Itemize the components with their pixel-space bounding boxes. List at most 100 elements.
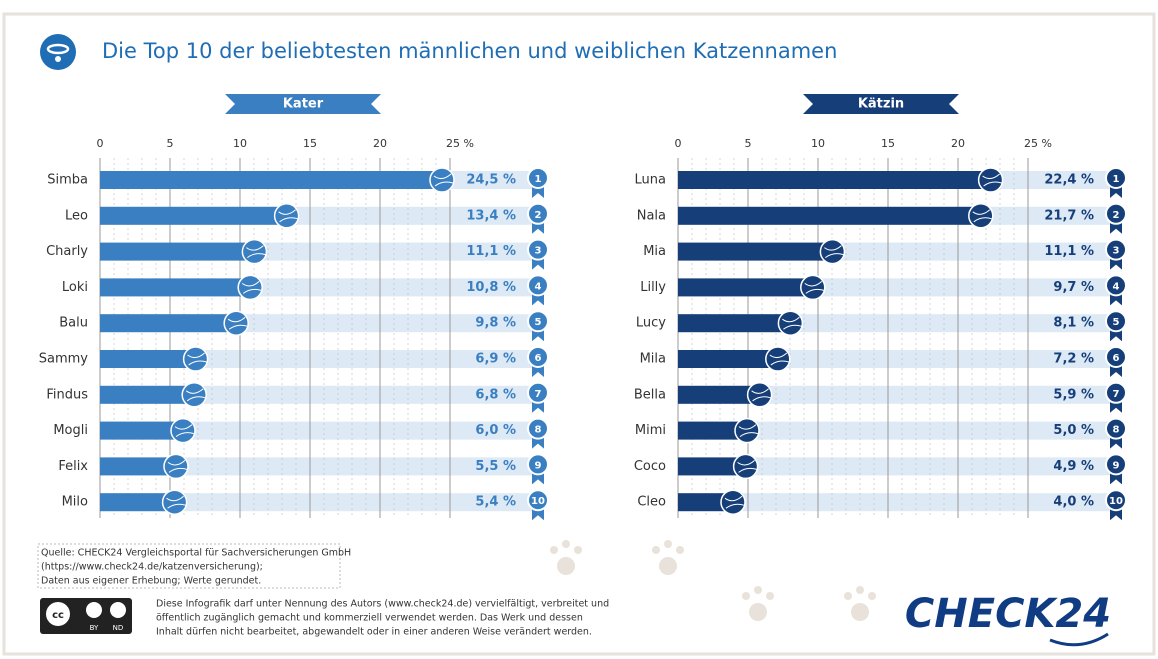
rank-label: 2 <box>535 210 542 221</box>
paw <box>652 546 660 554</box>
bar <box>678 207 982 225</box>
paw <box>562 540 570 548</box>
rank-label: 5 <box>535 317 542 328</box>
category-label: Findus <box>46 387 88 402</box>
rank-label: 8 <box>535 425 542 436</box>
category-label: Cleo <box>637 495 666 510</box>
value-label: 11,1 % <box>466 244 516 259</box>
x-tick-label: 25 % <box>1024 137 1052 150</box>
rank-label: 7 <box>535 389 542 400</box>
page-title: Die Top 10 der beliebtesten männlichen u… <box>102 39 837 63</box>
x-tick-label: 10 <box>811 137 825 150</box>
license-line: öffentlich zugänglich gemacht und kommer… <box>156 613 583 624</box>
value-label: 7,2 % <box>1053 352 1094 367</box>
license-line: Diese Infografik darf unter Nennung des … <box>156 599 609 610</box>
rank-label: 2 <box>1113 210 1120 221</box>
source-line: Quelle: CHECK24 Vergleichsportal für Sac… <box>41 548 351 559</box>
paw <box>754 586 762 594</box>
value-label: 9,8 % <box>475 316 516 331</box>
paw <box>550 546 558 554</box>
value-label: 13,4 % <box>466 208 516 223</box>
bar <box>678 314 791 332</box>
paw <box>766 592 774 600</box>
value-label: 21,7 % <box>1044 208 1094 223</box>
category-label: Bella <box>634 387 666 402</box>
value-label: 5,4 % <box>475 495 516 510</box>
paw <box>856 586 864 594</box>
value-label: 4,9 % <box>1053 459 1094 474</box>
yarn-ball <box>164 454 188 478</box>
value-label: 24,5 % <box>466 173 516 188</box>
value-label: 8,1 % <box>1053 316 1094 331</box>
paw <box>659 557 677 575</box>
source-line: Daten aus eigener Erhebung; Werte gerund… <box>41 576 261 587</box>
category-label: Charly <box>46 244 88 259</box>
bar <box>100 171 443 189</box>
rank-label: 3 <box>535 246 542 257</box>
nd-circle <box>110 602 126 618</box>
category-label: Mila <box>640 352 666 367</box>
paw <box>742 592 750 600</box>
category-label: Mimi <box>635 423 666 438</box>
rank-label: 10 <box>1109 496 1123 507</box>
rank-label: 6 <box>535 353 542 364</box>
category-label: Balu <box>59 316 88 331</box>
rank-label: 4 <box>1113 281 1120 292</box>
cc-label: BY <box>90 624 99 632</box>
yarn-ball <box>735 419 759 443</box>
value-label: 10,8 % <box>466 280 516 295</box>
category-label: Lilly <box>640 280 666 295</box>
yarn-ball <box>182 383 206 407</box>
yarn-ball <box>820 240 844 264</box>
bar <box>678 171 992 189</box>
paw <box>664 540 672 548</box>
bar <box>678 243 833 261</box>
rank-label: 8 <box>1113 425 1120 436</box>
rank-label: 4 <box>535 281 542 292</box>
bar <box>678 350 779 368</box>
paw <box>868 592 876 600</box>
infographic: Die Top 10 der beliebtesten männlichen u… <box>0 0 1158 659</box>
yarn-ball <box>238 275 262 299</box>
logo: CHECK24 <box>905 591 1111 637</box>
paw <box>574 546 582 554</box>
category-label: Nala <box>637 208 666 223</box>
x-tick-label: 20 <box>951 137 965 150</box>
category-label: Sammy <box>39 352 89 367</box>
cc-badge: cc BY ND <box>40 598 132 634</box>
banner-title: Kater <box>283 97 324 112</box>
cc-label: ND <box>113 624 124 632</box>
x-tick-label: 0 <box>675 137 682 150</box>
rank-label: 5 <box>1113 317 1120 328</box>
value-label: 11,1 % <box>1044 244 1094 259</box>
category-label: Leo <box>65 208 88 223</box>
rank-label: 9 <box>1113 460 1120 471</box>
cc-mark: cc <box>52 610 64 621</box>
x-tick-label: 20 <box>373 137 387 150</box>
x-tick-label: 15 <box>303 137 317 150</box>
collar-tag <box>55 56 61 62</box>
category-label: Lucy <box>636 316 666 331</box>
bar <box>100 243 255 261</box>
rank-label: 7 <box>1113 389 1120 400</box>
bar <box>100 207 288 225</box>
banner-title: Kätzin <box>858 97 904 112</box>
bar <box>100 350 197 368</box>
x-tick-label: 10 <box>233 137 247 150</box>
yarn-ball <box>430 168 454 192</box>
paw <box>676 546 684 554</box>
x-tick-label: 0 <box>97 137 104 150</box>
yarn-ball <box>766 347 790 371</box>
category-label: Mia <box>643 244 666 259</box>
rank-label: 1 <box>1113 174 1120 185</box>
yarn-ball <box>969 204 993 228</box>
paw <box>844 592 852 600</box>
x-tick-label: 5 <box>745 137 752 150</box>
rank-label: 10 <box>531 496 545 507</box>
paw <box>749 603 767 621</box>
yarn-ball <box>163 490 187 514</box>
paw <box>557 557 575 575</box>
value-label: 4,0 % <box>1053 495 1094 510</box>
yarn-ball <box>979 168 1003 192</box>
value-label: 6,0 % <box>475 423 516 438</box>
